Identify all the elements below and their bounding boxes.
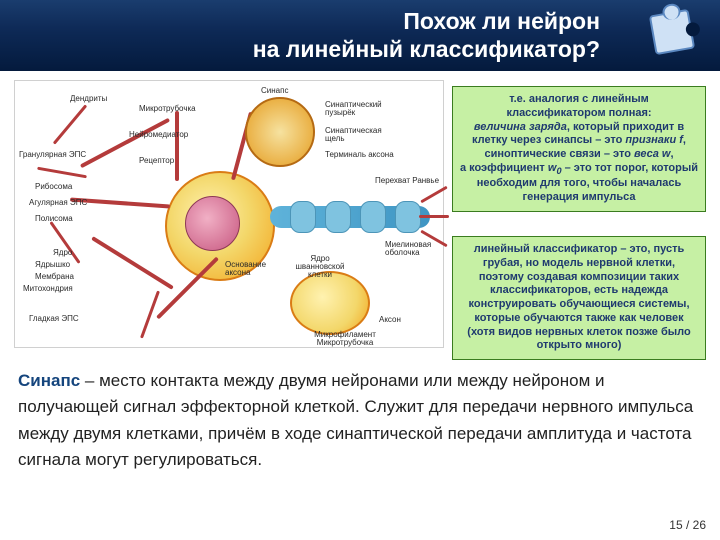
title-line-1: Похож ли нейрон bbox=[403, 8, 600, 34]
label-mikrofilament: Микрофиламент Микротрубочка bbox=[305, 331, 385, 347]
synapse-inset bbox=[245, 97, 315, 167]
axon-terminal bbox=[415, 193, 439, 241]
label-ribosoma: Рибосома bbox=[35, 183, 72, 191]
label-gladkaya-eps: Гладкая ЭПС bbox=[29, 315, 79, 323]
ib1-p3a: , bbox=[670, 148, 673, 160]
label-mikrotrubochka: Микротрубочка bbox=[139, 105, 196, 113]
dendrite bbox=[175, 111, 179, 181]
ib1-em1: величина заряда bbox=[474, 121, 567, 133]
label-receptor: Рецептор bbox=[139, 157, 174, 165]
label-mielin-obol: Миелиновая оболочка bbox=[385, 241, 443, 257]
ib1-em2: признаки f bbox=[625, 134, 683, 146]
ib1-p3b: синоптические связи – это bbox=[484, 148, 634, 160]
puzzle-icon bbox=[652, 12, 704, 64]
label-neiromediator: Нейромедиатор bbox=[129, 131, 188, 139]
label-polisoma: Полисома bbox=[35, 215, 73, 223]
label-granular-eps: Гранулярная ЭПС bbox=[19, 151, 86, 159]
slide-title: Похож ли нейрон на линейный классификато… bbox=[20, 8, 600, 63]
page-current: 15 bbox=[669, 518, 682, 532]
label-dendrity: Дендриты bbox=[70, 95, 107, 103]
dendrite-branch bbox=[49, 221, 80, 264]
label-yadro: Ядро bbox=[53, 249, 72, 257]
synapse-definition: – место контакта между двумя нейронами и… bbox=[18, 371, 693, 469]
ib1-p1: т.е. аналогия с линейным классификатором… bbox=[506, 93, 651, 119]
label-yadryshko: Ядрышко bbox=[35, 261, 70, 269]
ib1-em3: веса w bbox=[634, 148, 670, 160]
body-paragraph: Синапс – место контакта между двумя нейр… bbox=[18, 368, 698, 473]
info-box-analogy: т.е. аналогия с линейным классификатором… bbox=[452, 86, 706, 212]
label-membrana: Мембрана bbox=[35, 273, 74, 281]
slide-header: Похож ли нейрон на линейный классификато… bbox=[0, 0, 720, 71]
dendrite-branch bbox=[37, 167, 87, 179]
ib2-text: линейный классификатор – это, пусть груб… bbox=[467, 243, 690, 351]
ib1-p2a: , bbox=[683, 134, 686, 146]
label-yadro-schwann: Ядро шванновской клетки bbox=[285, 255, 355, 279]
myelin-sheath bbox=[360, 201, 386, 233]
label-sin-schel: Синаптическая щель bbox=[325, 127, 395, 143]
label-osnovanie-axona: Основание аксона bbox=[225, 261, 275, 277]
dendrite bbox=[91, 236, 174, 290]
page-total: 26 bbox=[693, 518, 706, 532]
neuron-nucleus bbox=[185, 196, 240, 251]
synapse-term: Синапс bbox=[18, 371, 80, 390]
page-number: 15 / 26 bbox=[669, 518, 706, 532]
myelin-sheath bbox=[290, 201, 316, 233]
schwann-cell-inset bbox=[290, 271, 370, 335]
label-sinaps: Синапс bbox=[261, 87, 288, 95]
label-perehvat-ranve: Перехват Ранвье bbox=[375, 177, 439, 185]
page-sep: / bbox=[683, 518, 693, 532]
label-agular-eps: Агулярная ЭПС bbox=[29, 199, 87, 207]
ib1-p4b: а коэффициент bbox=[460, 162, 548, 174]
title-line-2: на линейный классификатор? bbox=[253, 36, 600, 62]
label-sin-puzyrek: Синаптический пузырёк bbox=[325, 101, 395, 117]
myelin-sheath bbox=[325, 201, 351, 233]
info-box-classifier: линейный классификатор – это, пусть груб… bbox=[452, 236, 706, 360]
dendrite-branch bbox=[53, 104, 87, 144]
label-axon: Аксон bbox=[379, 316, 401, 324]
label-mitohondria: Митохондрия bbox=[23, 285, 73, 293]
neuron-diagram: Дендриты Микротрубочка Нейромедиатор Гра… bbox=[14, 80, 444, 348]
label-terminal-axona: Терминаль аксона bbox=[325, 151, 394, 159]
